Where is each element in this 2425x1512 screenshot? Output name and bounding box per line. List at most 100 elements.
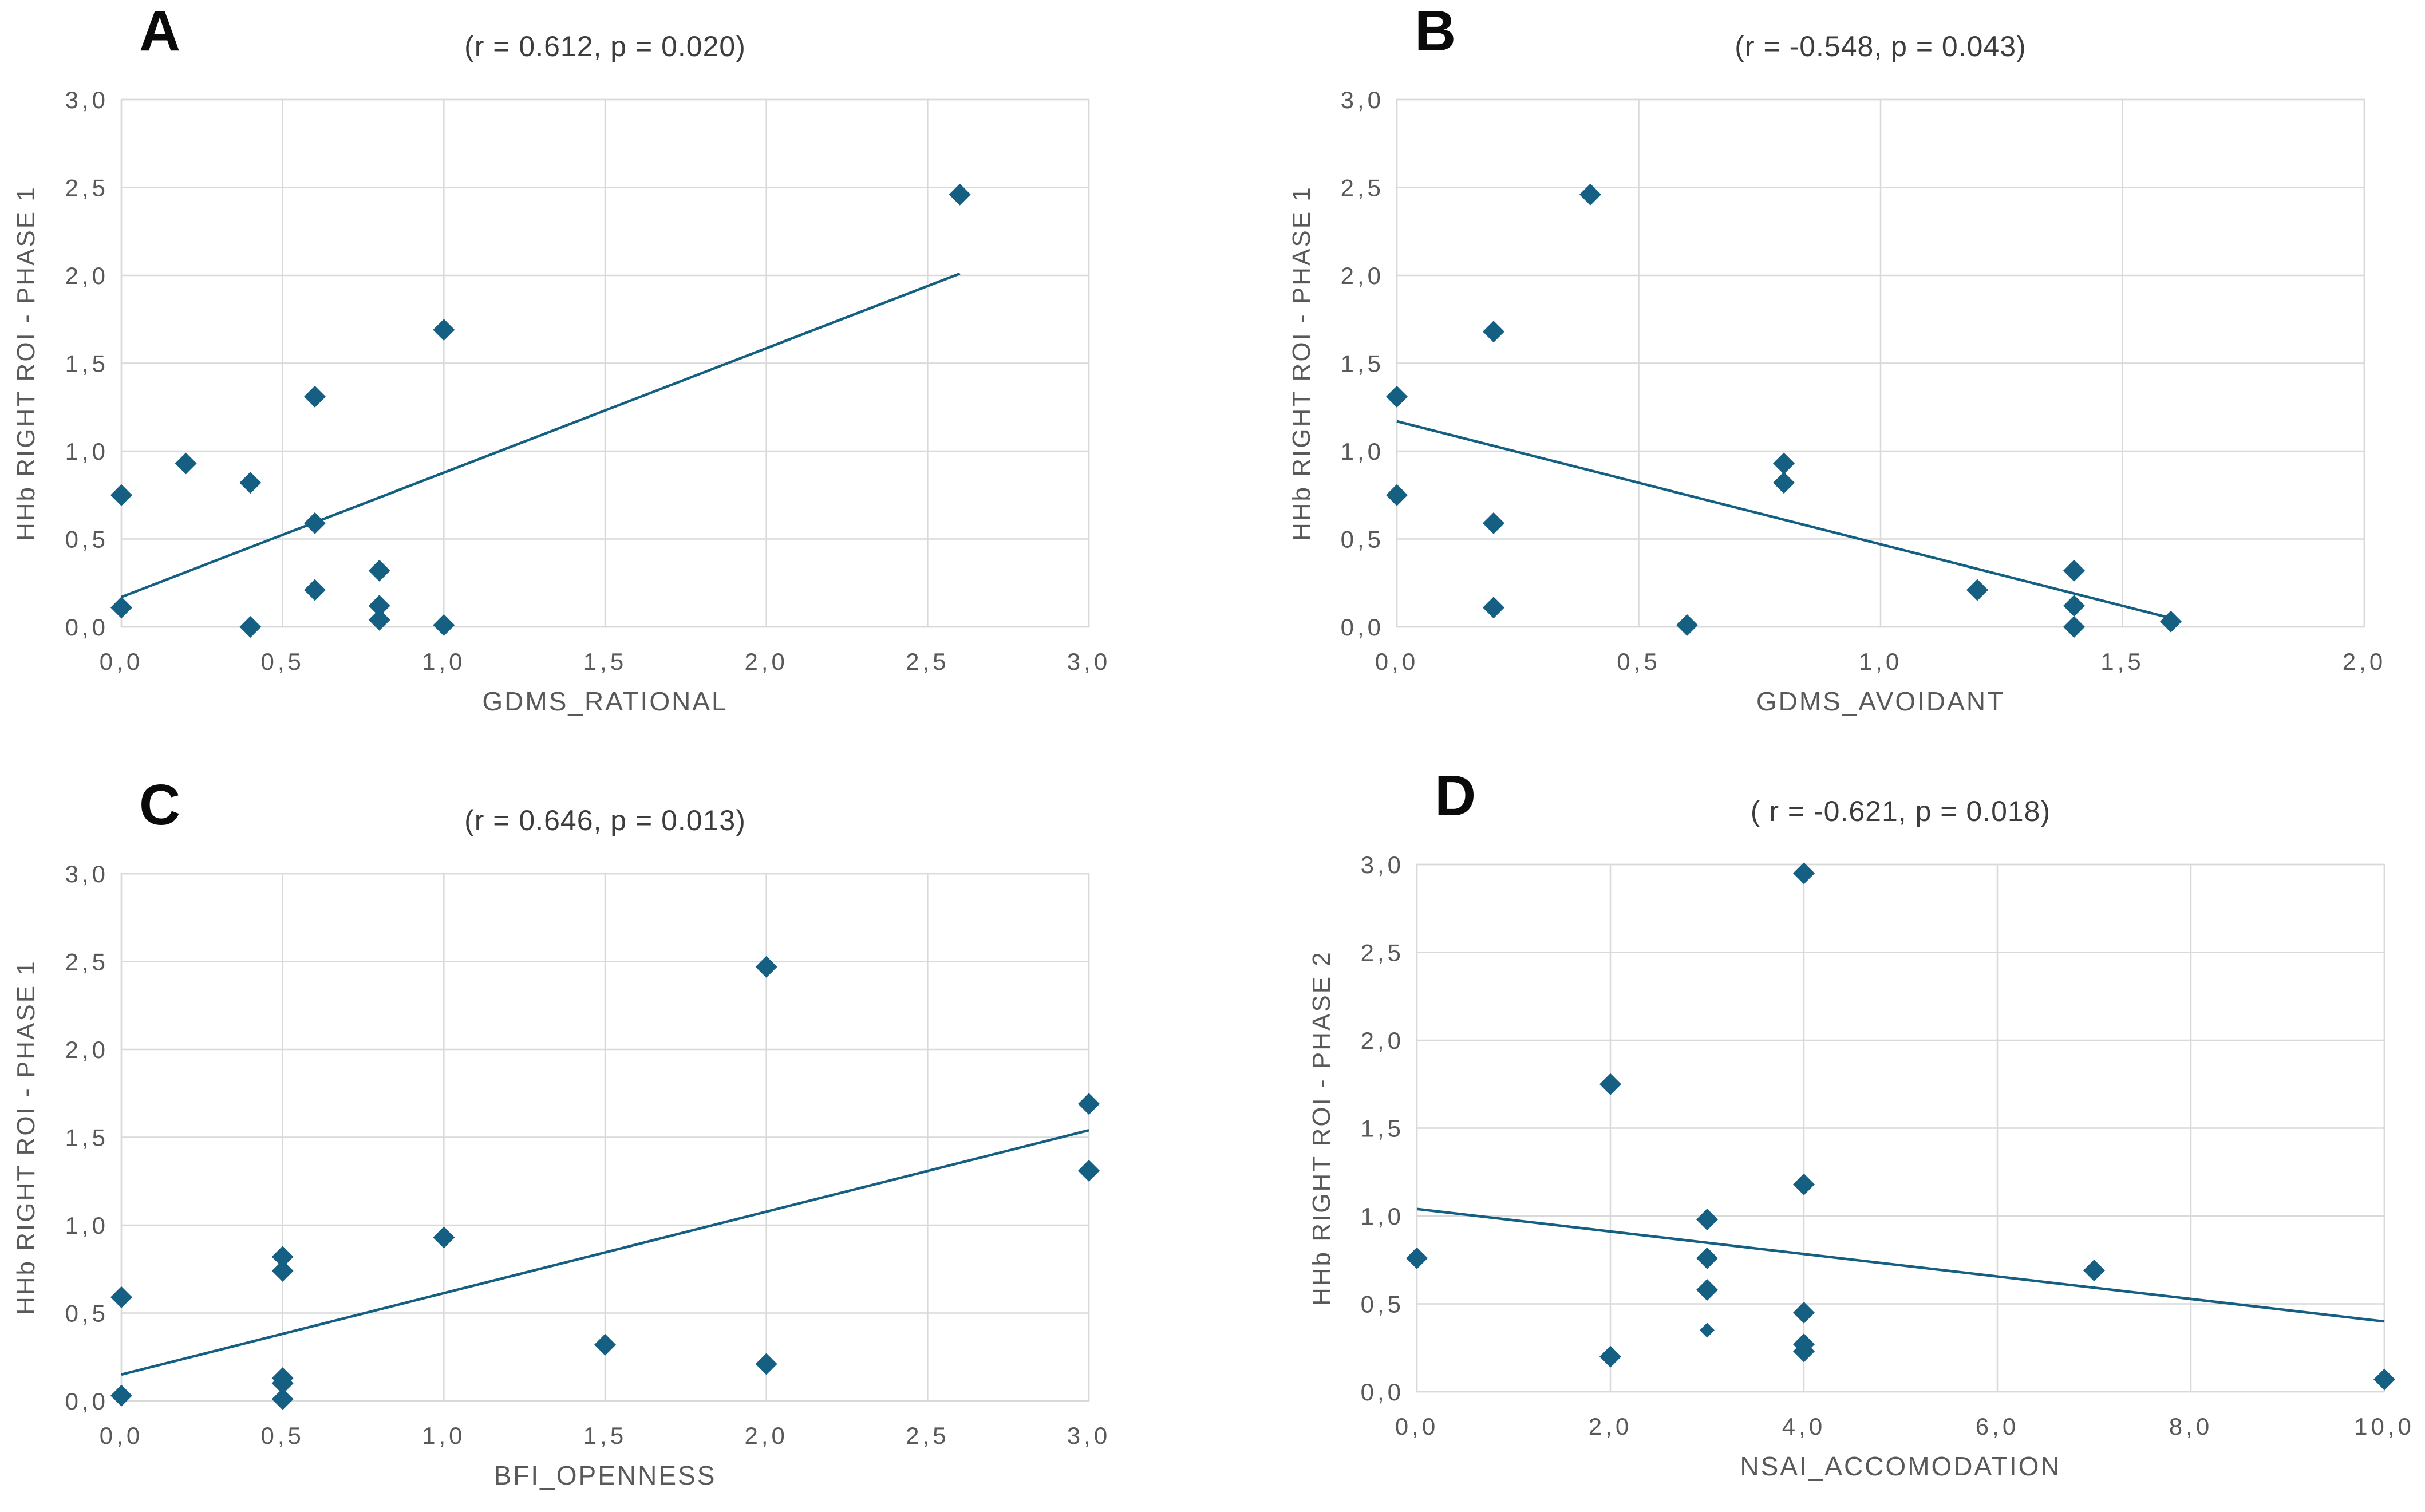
data-point: [2160, 610, 2182, 633]
y-tick-label: 2,0: [1341, 262, 1384, 289]
y-axis-title-b: HHb RIGHT ROI - PHASE 1: [1287, 185, 1316, 541]
trendline: [121, 272, 961, 598]
x-axis-title-d: NSAI_ACCOMODATION: [1740, 1451, 2061, 1481]
y-tick-label: 3,0: [65, 860, 109, 887]
panel-c: 0,0 0,5 1,0 1,5 2,0 2,5 3,0 0,0 0,5 1,0 1,5 2,0 2,5 3…: [0, 756, 1212, 1511]
data-point: [1483, 321, 1504, 343]
data-point: [110, 1384, 132, 1407]
data-point: [1386, 385, 1408, 408]
scatter-chart-d: 0,0 2,0 4,0 6,0 8,0 10,0 0,0 0,5 1,0 1,5 2,0 2,5 3,0: [1212, 756, 2425, 1511]
x-axis-title-b: GDMS_AVOIDANT: [1756, 686, 2005, 716]
panel-a: 0,0 0,5 1,0 1,5 2,0 2,5 3,0 0,0 0,5 1,0 1,5 2,0 2,5 3…: [0, 0, 1212, 756]
x-tick-label: 0,0: [1395, 1413, 1439, 1440]
x-tick-label: 1,0: [422, 1422, 465, 1449]
x-tick-label: 8,0: [2169, 1413, 2213, 1440]
correlation-annotation-a: (r = 0.612, p = 0.020): [464, 30, 746, 62]
data-point: [949, 183, 971, 206]
x-tick-label: 0,0: [100, 648, 143, 675]
scatter-chart-b: 0,0 0,5 1,0 1,5 2,0 0,0 0,5 1,0 1,5 2,0 2,5 3,0: [1212, 0, 2425, 756]
data-point: [2063, 559, 2085, 582]
x-tick-label: 2,0: [2343, 648, 2386, 675]
y-tick-label: 3,0: [1361, 851, 1404, 878]
y-tick-label: 2,0: [65, 262, 109, 289]
data-point: [1793, 862, 1815, 885]
y-tick-label: 0,0: [1361, 1379, 1404, 1406]
plot-border: [1416, 863, 2385, 1393]
trendline: [1416, 1207, 2385, 1323]
x-tick-label: 0,5: [260, 1422, 304, 1449]
scatter-chart-c: 0,0 0,5 1,0 1,5 2,0 2,5 3,0 0,0 0,5 1,0 1,5 2,0 2,5 3…: [0, 756, 1212, 1511]
data-point: [271, 1388, 294, 1410]
data-point: [1773, 452, 1795, 475]
data-point: [1966, 579, 1988, 601]
x-tick-label: 0,0: [1375, 648, 1419, 675]
x-tick-label: 4,0: [1782, 1413, 1826, 1440]
x-tick-label: 6,0: [1976, 1413, 2019, 1440]
data-point: [1700, 1322, 1715, 1338]
x-tick-label: 3,0: [1067, 648, 1111, 675]
plot-border: [120, 98, 1090, 628]
panel-letter-b: B: [1415, 0, 1456, 63]
plot-border: [120, 873, 1090, 1402]
data-point: [1579, 183, 1601, 206]
y-tick-label: 2,5: [65, 175, 109, 202]
y-tick-label: 1,0: [65, 438, 109, 465]
data-point: [2083, 1260, 2105, 1282]
y-tick-label: 2,5: [1341, 175, 1384, 202]
x-tick-label: 0,5: [260, 648, 304, 675]
correlation-annotation-b: (r = -0.548, p = 0.043): [1735, 30, 2027, 62]
x-tick-label: 1,5: [583, 1422, 627, 1449]
data-point: [1599, 1345, 1621, 1368]
y-tick-label: 2,5: [65, 949, 109, 976]
data-point: [175, 452, 197, 475]
data-point: [1793, 1340, 1815, 1363]
data-point: [433, 1226, 455, 1249]
y-tick-label: 0,0: [1341, 614, 1384, 641]
data-point: [2373, 1368, 2395, 1391]
data-point: [110, 597, 132, 619]
correlation-annotation-d: ( r = -0.621, p = 0.018): [1750, 795, 2051, 827]
y-tick-label: 1,0: [1341, 438, 1384, 465]
y-tick-label: 0,5: [65, 526, 109, 553]
x-tick-label: 3,0: [1067, 1422, 1111, 1449]
data-point: [1793, 1173, 1815, 1195]
y-tick-label: 0,5: [65, 1300, 109, 1327]
x-axis-title-c: BFI_OPENNESS: [493, 1460, 717, 1490]
data-point: [239, 472, 262, 494]
data-point: [1773, 472, 1795, 494]
scatter-chart-a: 0,0 0,5 1,0 1,5 2,0 2,5 3,0 0,0 0,5 1,0 1,5 2,0 2,5 3…: [0, 0, 1212, 756]
data-point: [755, 956, 777, 978]
x-tick-label: 2,0: [744, 648, 788, 675]
data-point: [304, 579, 326, 601]
y-tick-label: 2,5: [1361, 939, 1404, 966]
trendline: [1396, 420, 2171, 619]
y-tick-label: 0,0: [65, 1388, 109, 1415]
panel-letter-c: C: [139, 773, 181, 837]
x-axis-title-a: GDMS_RATIONAL: [482, 686, 728, 716]
data-point: [755, 1353, 777, 1375]
y-tick-label: 0,5: [1341, 526, 1384, 553]
plot-border: [1396, 98, 2365, 628]
y-tick-label: 2,0: [1361, 1027, 1404, 1054]
data-point: [368, 559, 390, 582]
y-tick-label: 3,0: [1341, 86, 1384, 113]
y-tick-label: 3,0: [65, 86, 109, 113]
y-axis-title-c: HHb RIGHT ROI - PHASE 1: [12, 960, 40, 1315]
y-axis-title-d: HHb RIGHT ROI - PHASE 2: [1308, 950, 1336, 1306]
x-tick-label: 1,0: [1859, 648, 1902, 675]
y-tick-label: 1,5: [65, 350, 109, 377]
panel-letter-a: A: [139, 0, 181, 63]
x-tick-label: 2,0: [744, 1422, 788, 1449]
y-tick-label: 0,0: [65, 614, 109, 641]
data-point: [271, 1246, 294, 1268]
y-tick-label: 0,5: [1361, 1291, 1404, 1318]
x-tick-label: 10,0: [2354, 1413, 2415, 1440]
data-point: [433, 614, 455, 636]
data-point: [368, 609, 390, 631]
data-point: [110, 1286, 132, 1308]
panel-b: 0,0 0,5 1,0 1,5 2,0 0,0 0,5 1,0 1,5 2,0 2,5 3,0 B (…: [1212, 0, 2425, 756]
data-point: [368, 595, 390, 617]
data-point: [2063, 595, 2085, 617]
y-tick-label: 1,0: [65, 1212, 109, 1239]
